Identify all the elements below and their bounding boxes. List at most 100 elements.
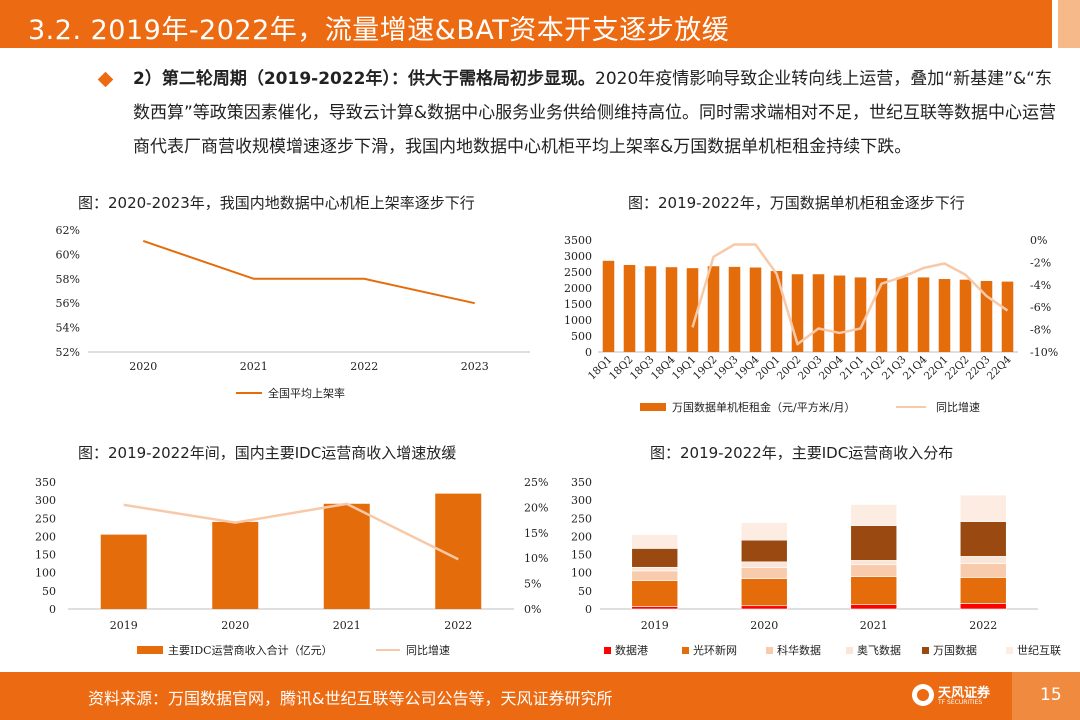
series-line-yoy [691, 243, 1009, 346]
legend-label: 世纪互联 [1017, 644, 1061, 657]
y-tick-label: 300 [571, 494, 592, 507]
y-tick-label: 2500 [564, 266, 592, 279]
y-tick-label: 50 [42, 585, 56, 598]
legend-label-yoy: 同比增速 [406, 643, 450, 657]
chart-idc-distribution: 0 50 100 150 200 250 300 350 2019 2020 2021 2022 数据港… [560, 470, 1070, 665]
bar-segment-2020 [740, 539, 788, 563]
y2-tick-label: -4% [1030, 279, 1051, 292]
legend-swatch [604, 647, 611, 654]
logo-sub: TF SECURITIES [938, 699, 983, 706]
legend-label-rent: 万国数据单机柜租金（元/平方米/月） [672, 400, 855, 414]
y-tick-label: 62% [56, 224, 80, 237]
bar-rent-21Q4 [917, 277, 930, 352]
y2-tick-label: 25% [524, 476, 548, 489]
y2-tick-label: -2% [1030, 256, 1051, 269]
bar-rent-22Q1 [938, 279, 951, 352]
bar-rent-19Q1 [686, 268, 699, 352]
bar-segment-2019 [631, 534, 679, 549]
bullet-lead: 2）第二轮周期（2019-2022年）：供大于需格局初步显现。 [133, 69, 596, 89]
page-accent [1012, 672, 1080, 720]
bar-rent-19Q3 [728, 266, 741, 352]
legend-swatch [1006, 647, 1013, 654]
bar-revenue-2021 [323, 503, 370, 609]
y-tick-label: 150 [35, 549, 56, 562]
y-tick-label: 2000 [564, 282, 592, 295]
legend-swatch [682, 647, 689, 654]
bar-segment-2019 [631, 548, 679, 568]
y2-tick-label: 5% [524, 578, 541, 591]
x-tick-label: 22Q4 [985, 353, 1014, 382]
y-tick-label: 52% [56, 346, 80, 359]
legend-label-revenue: 主要IDC运营商收入合计（亿元） [168, 643, 333, 657]
y-tick-label: 1500 [564, 298, 592, 311]
y-tick-label: 150 [571, 549, 592, 562]
bar-segment-2020 [740, 578, 788, 607]
chart-gds-rent: 0 500 1000 1500 2000 2500 3000 3500 0% -2% -4% -6% -… [560, 226, 1070, 426]
bar-segment-2020 [740, 522, 788, 541]
bar-segment-2022 [959, 521, 1007, 557]
bar-revenue-2019 [100, 534, 147, 609]
bar-segment-2021 [850, 525, 898, 561]
y-tick-label: 300 [35, 494, 56, 507]
bar-rent-18Q1 [602, 260, 615, 352]
x-tick-label: 2021 [860, 619, 888, 632]
y-tick-label: 350 [571, 476, 592, 489]
chart-idc-revenue: 0 50 100 150 200 250 300 350 0% 5% 10% 15% 20% 25% 201… [30, 470, 560, 665]
caption-chart-1: 图：2020-2023年，我国内地数据中心机柜上架率逐步下行 [78, 194, 475, 212]
bar-rent-20Q2 [791, 274, 804, 352]
bar-rent-19Q2 [707, 266, 720, 352]
chart-4-svg: 0 50 100 150 200 250 300 350 2019 2020 2021 2022 数据港… [571, 476, 1061, 657]
legend-label: 奥飞数据 [857, 643, 901, 657]
bullet-paragraph: 2）第二轮周期（2019-2022年）：供大于需格局初步显现。2020年疫情影响… [97, 62, 1060, 164]
bar-segment-2022 [959, 494, 1007, 522]
legend-label: 光环新网 [693, 643, 737, 657]
bar-rent-22Q2 [959, 279, 972, 352]
chart-1-svg: 52% 54% 56% 58% 60% 62% 2020 2021 2022 2023 全国平均上架… [56, 224, 530, 400]
y-tick-label: 250 [35, 512, 56, 525]
bar-rent-20Q4 [833, 275, 846, 352]
bar-segment-2020 [740, 567, 788, 579]
legend-label: 全国平均上架率 [268, 386, 345, 400]
legend-bar-swatch [640, 403, 666, 411]
chart-2-svg: 0 500 1000 1500 2000 2500 3000 3500 0% -2% -4% -6% -… [564, 234, 1058, 414]
y2-tick-label: 0% [524, 603, 541, 616]
bar-segment-2021 [850, 564, 898, 578]
y-tick-label: 56% [56, 297, 80, 310]
legend-label: 数据港 [615, 643, 648, 657]
bar-segment-2019 [631, 570, 679, 581]
legend-label: 万国数据 [933, 643, 977, 657]
bar-segment-2020 [740, 561, 788, 568]
bar-rent-18Q2 [623, 264, 636, 352]
series-line-yoy [123, 502, 459, 561]
source-note: 资料来源：万国数据官网，腾讯&世纪互联等公司公告等，天风证券研究所 [88, 689, 613, 708]
y2-tick-label: -8% [1030, 324, 1051, 337]
bar-segment-2019 [631, 566, 679, 572]
bar-rent-21Q1 [854, 277, 867, 352]
x-tick-label: 2020 [221, 619, 249, 632]
tf-securities-logo: 天风证券 TF SECURITIES [912, 680, 1002, 712]
legend-swatch [922, 647, 929, 654]
y-tick-label: 250 [571, 512, 592, 525]
bar-segment-2022 [959, 603, 1007, 610]
y-tick-label: 200 [35, 530, 56, 543]
bar-segment-2021 [850, 560, 898, 566]
bar-segment-2019 [631, 606, 679, 610]
y-tick-label: 350 [35, 476, 56, 489]
x-tick-label: 2019 [641, 619, 669, 632]
y-tick-label: 58% [56, 273, 80, 286]
caption-chart-3: 图：2019-2022年间，国内主要IDC运营商收入增速放缓 [78, 444, 457, 462]
x-tick-label: 2022 [350, 360, 378, 373]
caption-chart-2: 图：2019-2022年，万国数据单机柜租金逐步下行 [628, 194, 965, 212]
bar-rent-20Q1 [770, 271, 783, 352]
y-tick-label: 0 [585, 346, 592, 359]
series-line-national-utilization [142, 240, 475, 305]
chart-3-svg: 0 50 100 150 200 250 300 350 0% 5% 10% 15% 20% 25% 201… [35, 476, 548, 657]
x-tick-label: 2019 [110, 619, 138, 632]
title-accent [1058, 0, 1080, 48]
y-tick-label: 100 [571, 567, 592, 580]
bullet-text: 2）第二轮周期（2019-2022年）：供大于需格局初步显现。2020年疫情影响… [100, 62, 1060, 164]
y2-tick-label: -10% [1030, 346, 1058, 359]
y2-tick-label: 10% [524, 552, 548, 565]
bar-rent-22Q4 [1001, 281, 1014, 352]
bar-segment-2019 [631, 580, 679, 607]
